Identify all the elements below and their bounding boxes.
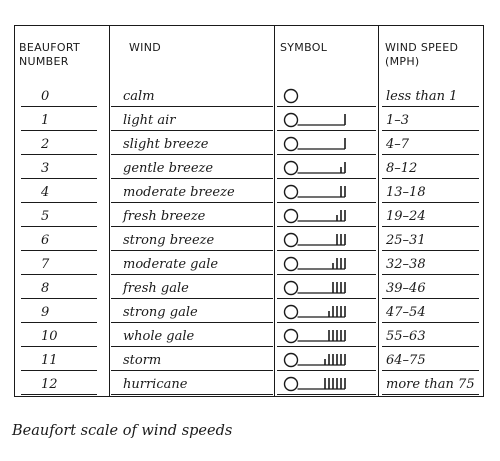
wind-symbol-icon [277,86,376,107]
wind-speed: 19–24 [382,206,479,227]
table-row: 1 light air 1–3 [15,110,483,134]
wind-speed: 8–12 [382,158,479,179]
beaufort-number: 0 [21,86,97,107]
wind-name: moderate gale [111,254,273,275]
table-row: 9 strong gale 47–54 [15,302,483,326]
header-wind: WIND [129,41,162,54]
wind-name: slight breeze [111,134,273,155]
wind-symbol-icon [277,350,376,371]
beaufort-number: 3 [21,158,97,179]
wind-symbol-icon [277,206,376,227]
wind-symbol-icon [277,302,376,323]
column-divider [274,26,275,396]
header-speed-line1: WIND SPEED [385,41,459,54]
table-row: 7 moderate gale 32–38 [15,254,483,278]
beaufort-number: 10 [21,326,97,347]
table-row: 0 calm less than 1 [15,86,483,110]
wind-speed: 25–31 [382,230,479,251]
header-symbol: SYMBOL [280,41,328,54]
wind-speed: 39–46 [382,278,479,299]
wind-symbol-icon [277,374,376,395]
wind-speed: less than 1 [382,86,479,107]
table-row: 11 storm 64–75 [15,350,483,374]
wind-name: hurricane [111,374,273,395]
wind-speed: 32–38 [382,254,479,275]
column-divider [378,26,379,396]
wind-name: calm [111,86,273,107]
beaufort-number: 1 [21,110,97,131]
wind-name: strong breeze [111,230,273,251]
column-divider [109,26,110,396]
wind-name: storm [111,350,273,371]
wind-speed: 64–75 [382,350,479,371]
wind-symbol-icon [277,182,376,203]
header-number-line2: NUMBER [19,55,69,68]
table-row: 4 moderate breeze 13–18 [15,182,483,206]
table-row: 2 slight breeze 4–7 [15,134,483,158]
wind-name: gentle breeze [111,158,273,179]
wind-speed: 55–63 [382,326,479,347]
beaufort-number: 12 [21,374,97,395]
table-row: 10 whole gale 55–63 [15,326,483,350]
beaufort-number: 4 [21,182,97,203]
wind-speed: 4–7 [382,134,479,155]
wind-name: fresh breeze [111,206,273,227]
table-row: 5 fresh breeze 19–24 [15,206,483,230]
header-number-line1: BEAUFORT [19,41,81,54]
table-header: BEAUFORT NUMBER WIND SYMBOL WIND SPEED (… [15,26,483,86]
wind-symbol-icon [277,278,376,299]
header-beaufort-number: BEAUFORT NUMBER [19,41,80,69]
wind-symbol-icon [277,254,376,275]
wind-speed: 47–54 [382,302,479,323]
beaufort-number: 2 [21,134,97,155]
wind-speed: 13–18 [382,182,479,203]
wind-symbol-icon [277,158,376,179]
header-wind-speed: WIND SPEED (MPH) [385,41,458,69]
table-row: 12 hurricane more than 75 [15,374,483,398]
beaufort-number: 6 [21,230,97,251]
wind-speed: 1–3 [382,110,479,131]
wind-name: fresh gale [111,278,273,299]
wind-name: strong gale [111,302,273,323]
wind-name: moderate breeze [111,182,273,203]
beaufort-number: 11 [21,350,97,371]
table-row: 8 fresh gale 39–46 [15,278,483,302]
wind-symbol-icon [277,110,376,131]
table-row: 6 strong breeze 25–31 [15,230,483,254]
beaufort-number: 7 [21,254,97,275]
table-row: 3 gentle breeze 8–12 [15,158,483,182]
table-body: 0 calm less than 1 1 light air 1–3 2 slight bre… [15,86,483,396]
beaufort-number: 8 [21,278,97,299]
beaufort-number: 5 [21,206,97,227]
wind-symbol-icon [277,326,376,347]
header-speed-line2: (MPH) [385,55,420,68]
beaufort-table: BEAUFORT NUMBER WIND SYMBOL WIND SPEED (… [14,25,484,397]
wind-speed: more than 75 [382,374,479,395]
wind-name: whole gale [111,326,273,347]
wind-symbol-icon [277,230,376,251]
caption: Beaufort scale of wind speeds [12,423,233,439]
beaufort-number: 9 [21,302,97,323]
wind-symbol-icon [277,134,376,155]
wind-name: light air [111,110,273,131]
